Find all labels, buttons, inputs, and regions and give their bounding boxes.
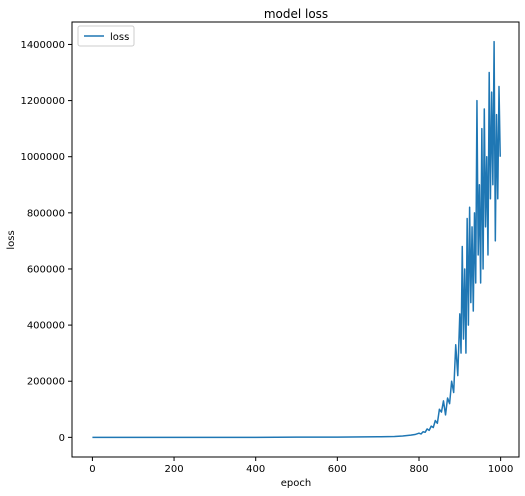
x-tick-label: 400 xyxy=(246,464,265,475)
y-tick-label: 400000 xyxy=(27,321,65,332)
y-tick-label: 800000 xyxy=(27,208,65,219)
plot-area xyxy=(92,40,501,439)
y-tick-label: 1200000 xyxy=(20,96,65,107)
x-tick-label: 1000 xyxy=(488,464,513,475)
y-axis-ticks: 0 200000 400000 600000 800000 1000000 1200000 1… xyxy=(20,40,72,444)
x-axis-label: epoch xyxy=(281,478,311,489)
y-tick-label: 0 xyxy=(59,433,65,444)
y-axis-label: loss xyxy=(6,230,17,249)
legend-label-loss: loss xyxy=(110,32,129,43)
y-tick-label: 200000 xyxy=(27,377,65,388)
legend-box xyxy=(77,25,135,47)
legend: loss xyxy=(77,25,135,47)
y-tick-label: 1000000 xyxy=(20,152,65,163)
x-tick-label: 200 xyxy=(165,464,184,475)
y-tick-label: 600000 xyxy=(27,264,65,275)
axes-frame xyxy=(71,21,520,458)
chart-title: model loss xyxy=(264,7,328,21)
x-tick-label: 0 xyxy=(89,464,95,475)
x-axis-ticks: 0 200 400 600 800 1000 xyxy=(89,457,513,475)
y-tick-label: 1400000 xyxy=(20,40,65,51)
series-line-loss xyxy=(92,40,501,439)
x-tick-label: 600 xyxy=(328,464,347,475)
x-tick-label: 800 xyxy=(409,464,428,475)
